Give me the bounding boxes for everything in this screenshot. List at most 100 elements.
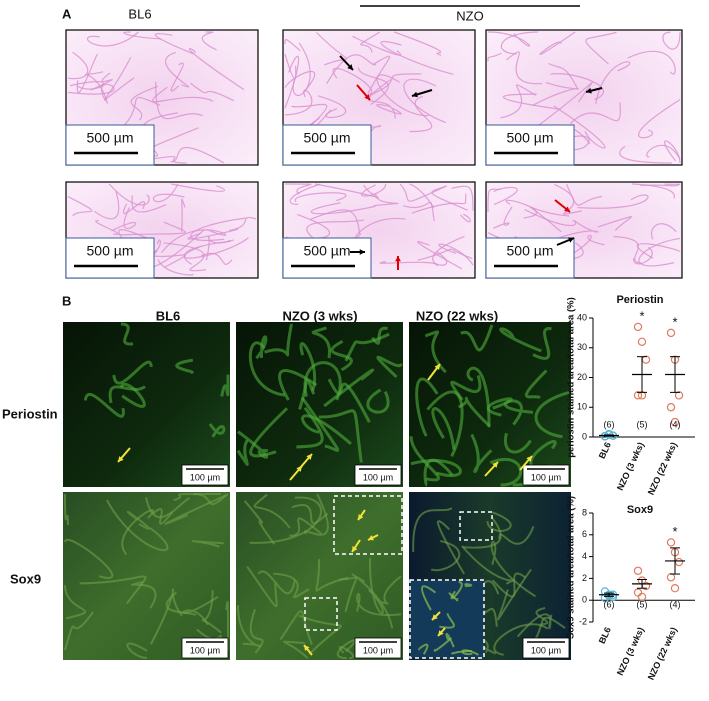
y-tick-label: 20 <box>577 372 587 382</box>
scale-bar-label: 500 µm <box>87 130 134 146</box>
tissue-texture <box>64 611 94 651</box>
scale-bar-label: 500 µm <box>304 243 351 259</box>
data-point <box>666 538 676 547</box>
tissue-texture <box>498 526 535 545</box>
tissue-texture <box>487 31 531 47</box>
tissue-texture <box>126 642 148 659</box>
y-tick-label: 8 <box>582 507 587 517</box>
x-tick-label: NZO (22 wks) <box>646 626 679 682</box>
arrow-head <box>395 256 401 262</box>
data-point <box>666 328 676 338</box>
tissue-texture <box>112 360 153 385</box>
tissue-texture <box>487 188 501 212</box>
tissue-texture <box>460 324 494 352</box>
tissue-texture <box>646 144 681 160</box>
tissue-texture <box>332 67 373 96</box>
tissue-texture <box>318 409 363 463</box>
tissue-texture <box>327 378 371 423</box>
tissue-texture <box>451 649 472 655</box>
arrow-head <box>568 237 574 243</box>
arrow-head <box>359 249 365 255</box>
tissue-texture <box>298 379 316 410</box>
tissue-texture <box>323 368 375 408</box>
tissue-texture <box>284 70 316 92</box>
tissue-texture <box>499 327 542 353</box>
tissue-texture <box>246 566 278 608</box>
column-header: NZO <box>456 8 483 23</box>
scale-box <box>65 237 155 279</box>
y-tick-label: 0 <box>582 595 587 605</box>
tissue-texture <box>409 436 440 482</box>
panel-label: B <box>62 293 71 308</box>
tissue-texture <box>228 216 257 232</box>
tissue-texture <box>183 237 249 259</box>
tissue-texture <box>289 517 322 537</box>
tissue-texture <box>64 538 114 579</box>
tissue-texture <box>461 545 515 585</box>
tissue-texture <box>284 89 313 116</box>
tissue-texture <box>123 31 161 40</box>
scale-bar-label: 500 µm <box>507 130 554 146</box>
tissue-texture <box>500 31 539 55</box>
column-header: BL6 <box>128 6 151 21</box>
arrow-head <box>368 535 374 541</box>
tissue-texture <box>569 102 622 125</box>
tissue-texture <box>326 54 377 85</box>
tissue-texture <box>118 221 186 236</box>
tissue-texture <box>294 192 347 203</box>
data-point <box>670 584 680 593</box>
data-point <box>633 588 643 597</box>
tissue-texture <box>535 607 549 626</box>
tissue-texture <box>306 219 365 240</box>
arrow-head <box>304 645 310 651</box>
scale-bar-label: 100 µm <box>190 472 220 482</box>
tissue-texture <box>94 190 120 220</box>
y-tick-label: 6 <box>582 529 587 539</box>
tissue-texture <box>633 246 653 265</box>
x-tick-label: BL6 <box>597 441 613 461</box>
data-point <box>637 337 647 346</box>
inset-box <box>304 597 338 631</box>
scale-box <box>65 124 155 166</box>
tissue-texture <box>585 31 617 65</box>
tissue-texture <box>208 423 226 438</box>
tissue-texture <box>492 206 513 229</box>
tissue-texture <box>466 366 491 428</box>
tissue-texture <box>318 95 347 119</box>
tissue-texture <box>237 605 261 648</box>
tissue-texture <box>373 193 399 207</box>
arrow-head <box>434 364 440 370</box>
tissue-texture <box>120 322 134 346</box>
tissue-texture <box>181 198 186 232</box>
tissue-texture <box>470 433 493 474</box>
x-tick-label: NZO (22 wks) <box>646 441 679 497</box>
tissue-texture <box>627 50 676 75</box>
n-label: (5) <box>637 599 648 609</box>
tissue-texture <box>248 341 285 397</box>
y-tick-label: 2 <box>582 573 587 583</box>
tissue-texture <box>190 82 235 102</box>
tissue-texture <box>310 202 376 215</box>
tissue-texture <box>532 327 552 360</box>
tissue-texture <box>154 33 194 55</box>
tissue-texture <box>330 339 353 372</box>
tissue-texture <box>111 207 137 232</box>
y-tick-label: 40 <box>577 312 587 322</box>
tissue-texture <box>161 228 227 253</box>
tissue-texture <box>403 201 435 222</box>
tissue-texture <box>359 31 381 53</box>
tissue-texture <box>76 53 99 93</box>
tissue-texture <box>360 183 387 197</box>
tissue-texture <box>366 388 390 414</box>
tissue-texture <box>257 570 296 595</box>
tissue-texture <box>264 323 293 357</box>
tissue-texture <box>379 261 438 267</box>
scale-box <box>522 637 570 659</box>
arrow-head <box>306 454 312 460</box>
arrow-head <box>364 94 370 100</box>
tissue-texture <box>315 559 349 592</box>
scale-box <box>354 464 402 486</box>
data-point <box>604 591 614 601</box>
tissue-texture <box>597 216 633 231</box>
